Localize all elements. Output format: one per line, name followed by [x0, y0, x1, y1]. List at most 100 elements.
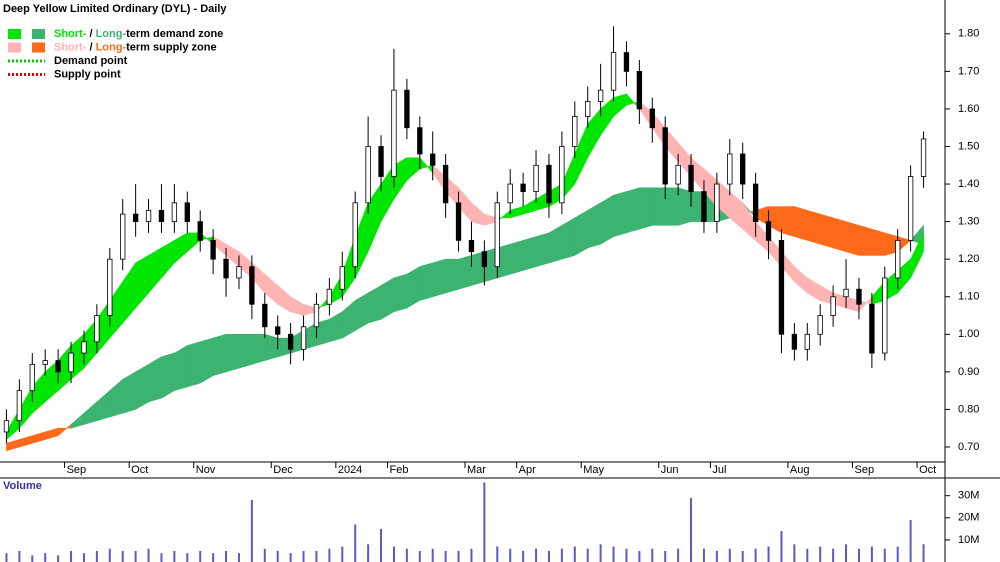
volume-bar — [121, 550, 124, 562]
volume-bar — [276, 550, 279, 562]
legend-text: Short- — [54, 28, 87, 40]
candle-body — [830, 296, 836, 316]
long-term-zone — [419, 262, 434, 301]
volume-bar — [367, 544, 370, 562]
long-term-zone — [651, 187, 666, 226]
long-term-zone — [458, 255, 472, 290]
legend-text: term demand zone — [126, 28, 223, 40]
x-tick-label: 2024 — [338, 464, 362, 476]
candle-body — [197, 221, 203, 241]
legend-swatch — [32, 42, 45, 53]
y-tick-label: 0.70 — [958, 441, 979, 453]
volume-bar — [496, 546, 499, 562]
volume-bar — [547, 550, 550, 562]
chart-title: Deep Yellow Limited Ordinary (DYL) - Dai… — [3, 3, 227, 15]
volume-bar — [341, 546, 344, 562]
legend-label: Demand point — [54, 55, 128, 67]
volume-bar — [108, 548, 111, 562]
candle-body — [210, 239, 216, 260]
volume-bar — [819, 546, 822, 562]
candle-body — [507, 183, 513, 204]
candle-body — [29, 363, 35, 392]
candle-body — [223, 258, 229, 279]
candle-body — [94, 315, 100, 343]
x-tick-label: Oct — [919, 464, 936, 476]
volume-panel — [5, 482, 925, 562]
volume-bar — [173, 550, 176, 562]
volume-bar — [677, 548, 680, 562]
candle-body — [869, 303, 875, 354]
legend-swatch — [8, 29, 21, 39]
volume-bar — [638, 550, 641, 562]
volume-bar — [857, 548, 860, 562]
legend-label: Supply point — [54, 68, 121, 80]
volume-bar — [728, 548, 731, 562]
long-term-zone — [664, 187, 679, 226]
volume-bar — [690, 497, 693, 562]
volume-bar — [225, 550, 228, 562]
candle-body — [236, 266, 242, 279]
candle-body — [455, 202, 462, 241]
x-tick-label: Apr — [519, 464, 536, 476]
long-term-zone — [380, 277, 395, 320]
candle-body — [249, 266, 255, 305]
y-tick-label: 1.70 — [958, 65, 979, 77]
volume-bar — [18, 550, 21, 562]
volume-bar — [147, 548, 150, 562]
volume-bar — [922, 544, 925, 562]
volume-bar — [289, 553, 292, 562]
y-tick-label: 1.10 — [958, 291, 979, 303]
candle-body — [107, 258, 113, 316]
long-term-zone — [858, 224, 873, 256]
volume-tick-label: 20M — [958, 512, 979, 524]
volume-bar — [380, 528, 383, 562]
candle-body — [520, 183, 526, 192]
volume-bar — [522, 550, 525, 562]
y-tick-label: 1.80 — [958, 28, 979, 40]
zones — [6, 93, 924, 452]
y-tick-label: 0.90 — [958, 366, 979, 378]
volume-bar — [754, 548, 757, 562]
x-tick-label: May — [583, 464, 604, 476]
long-term-zone — [212, 333, 227, 377]
volume-bar — [70, 550, 73, 562]
candle-body — [391, 89, 397, 177]
long-term-zone — [587, 202, 601, 249]
legend-text: Short- — [54, 41, 87, 53]
volume-bar — [354, 524, 357, 562]
long-term-zone — [509, 239, 524, 275]
volume-bar — [573, 546, 576, 562]
candle-body — [120, 213, 126, 260]
candle-body — [714, 183, 720, 223]
candle-body — [287, 333, 294, 350]
long-term-zone — [199, 337, 214, 384]
long-term-zone — [626, 187, 640, 234]
volume-bar — [909, 520, 912, 562]
long-term-zone — [806, 209, 821, 245]
y-tick-label: 0.80 — [958, 403, 979, 415]
legend-text: term supply zone — [126, 41, 216, 53]
volume-bar — [5, 553, 8, 562]
candle-body — [430, 153, 436, 166]
volume-bar — [702, 548, 705, 562]
legend-label: Short- / Long-term demand zone — [54, 28, 223, 40]
candle-body — [42, 360, 48, 365]
y-tick-label: 1.50 — [958, 140, 979, 152]
candle-body — [171, 202, 178, 223]
x-tick-label: Aug — [790, 464, 810, 476]
candle-body — [313, 303, 320, 328]
candle-body — [701, 191, 707, 223]
long-term-zone — [574, 209, 589, 256]
volume-bar — [767, 546, 770, 562]
volume-bar — [715, 550, 718, 562]
x-tick-label: Sep — [67, 464, 87, 476]
volume-bar — [186, 553, 189, 562]
volume-bar — [315, 550, 318, 562]
candle-body — [352, 202, 358, 268]
long-term-zone — [677, 187, 692, 226]
candle-body — [817, 315, 823, 335]
legend-text: Long- — [96, 28, 127, 40]
